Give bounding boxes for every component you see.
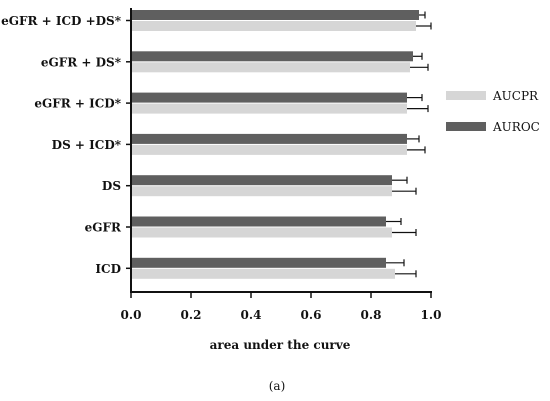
x-tick-label: 0.0 [121, 308, 142, 322]
legend-label-auroc: AUROC [492, 120, 540, 134]
category-label: eGFR + DS* [41, 55, 122, 69]
x-axis-label: area under the curve [210, 338, 351, 352]
bar-auroc [131, 10, 419, 20]
figure-caption: (a) [269, 379, 286, 393]
x-tick-label: 1.0 [421, 308, 442, 322]
bar-aucpr [131, 62, 410, 73]
bar-aucpr [131, 227, 392, 238]
bar-auroc [131, 133, 407, 144]
bar-auroc [131, 257, 386, 268]
category-label: DS [102, 179, 121, 193]
x-tick-label: 0.2 [181, 308, 202, 322]
bar-auroc [131, 216, 386, 227]
x-tick-label: 0.8 [361, 308, 382, 322]
labels-layer: eGFR + ICD +DS* eGFR + DS* eGFR + ICD* DS +… [1, 14, 441, 322]
category-label: eGFR + ICD* [34, 97, 121, 111]
x-tick-label: 0.6 [301, 308, 322, 322]
bar-aucpr [131, 268, 395, 279]
bar-auroc [131, 92, 407, 103]
bar-auroc [131, 175, 392, 186]
bar-auroc [131, 51, 413, 62]
legend-swatch-aucpr [446, 91, 486, 100]
category-label: ICD [95, 262, 121, 276]
legend-swatch-auroc [446, 122, 486, 131]
bars-layer [131, 10, 432, 279]
legend: AUCPR AUROC [446, 89, 540, 134]
axes-layer [126, 8, 432, 298]
category-label: eGFR [85, 221, 122, 235]
category-label: eGFR + ICD +DS* [1, 14, 122, 28]
category-label: DS + ICD* [52, 138, 122, 152]
bar-aucpr [131, 21, 416, 31]
legend-label-aucpr: AUCPR [492, 89, 539, 103]
bar-aucpr [131, 103, 407, 114]
x-tick-label: 0.4 [241, 308, 262, 322]
bar-aucpr [131, 144, 407, 155]
bar-aucpr [131, 186, 392, 197]
